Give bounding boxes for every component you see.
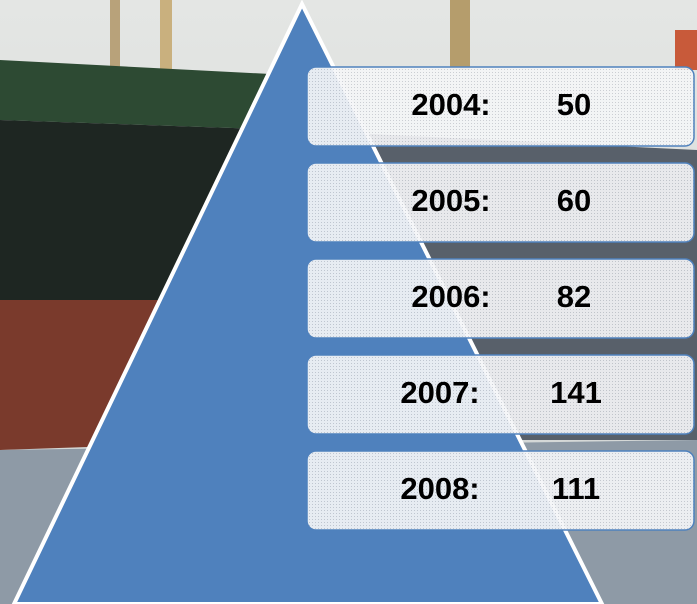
value-label: 111: [552, 471, 600, 506]
year-label: 2004:: [411, 87, 490, 122]
year-label: 2008:: [400, 471, 479, 506]
value-label: 60: [557, 183, 591, 218]
year-label: 2007:: [400, 375, 479, 410]
list-box: [307, 355, 694, 434]
list-box: [307, 451, 694, 530]
list-box: [307, 259, 694, 338]
value-label: 141: [550, 375, 602, 410]
diagram: 2004: 50 2005: 60 2006: 82 2007: 141 2008: 111: [0, 0, 697, 604]
year-label: 2006:: [411, 279, 490, 314]
list-box: [307, 67, 694, 146]
year-label: 2005:: [411, 183, 490, 218]
list-box: [307, 163, 694, 242]
value-label: 82: [557, 279, 591, 314]
value-label: 50: [557, 87, 591, 122]
